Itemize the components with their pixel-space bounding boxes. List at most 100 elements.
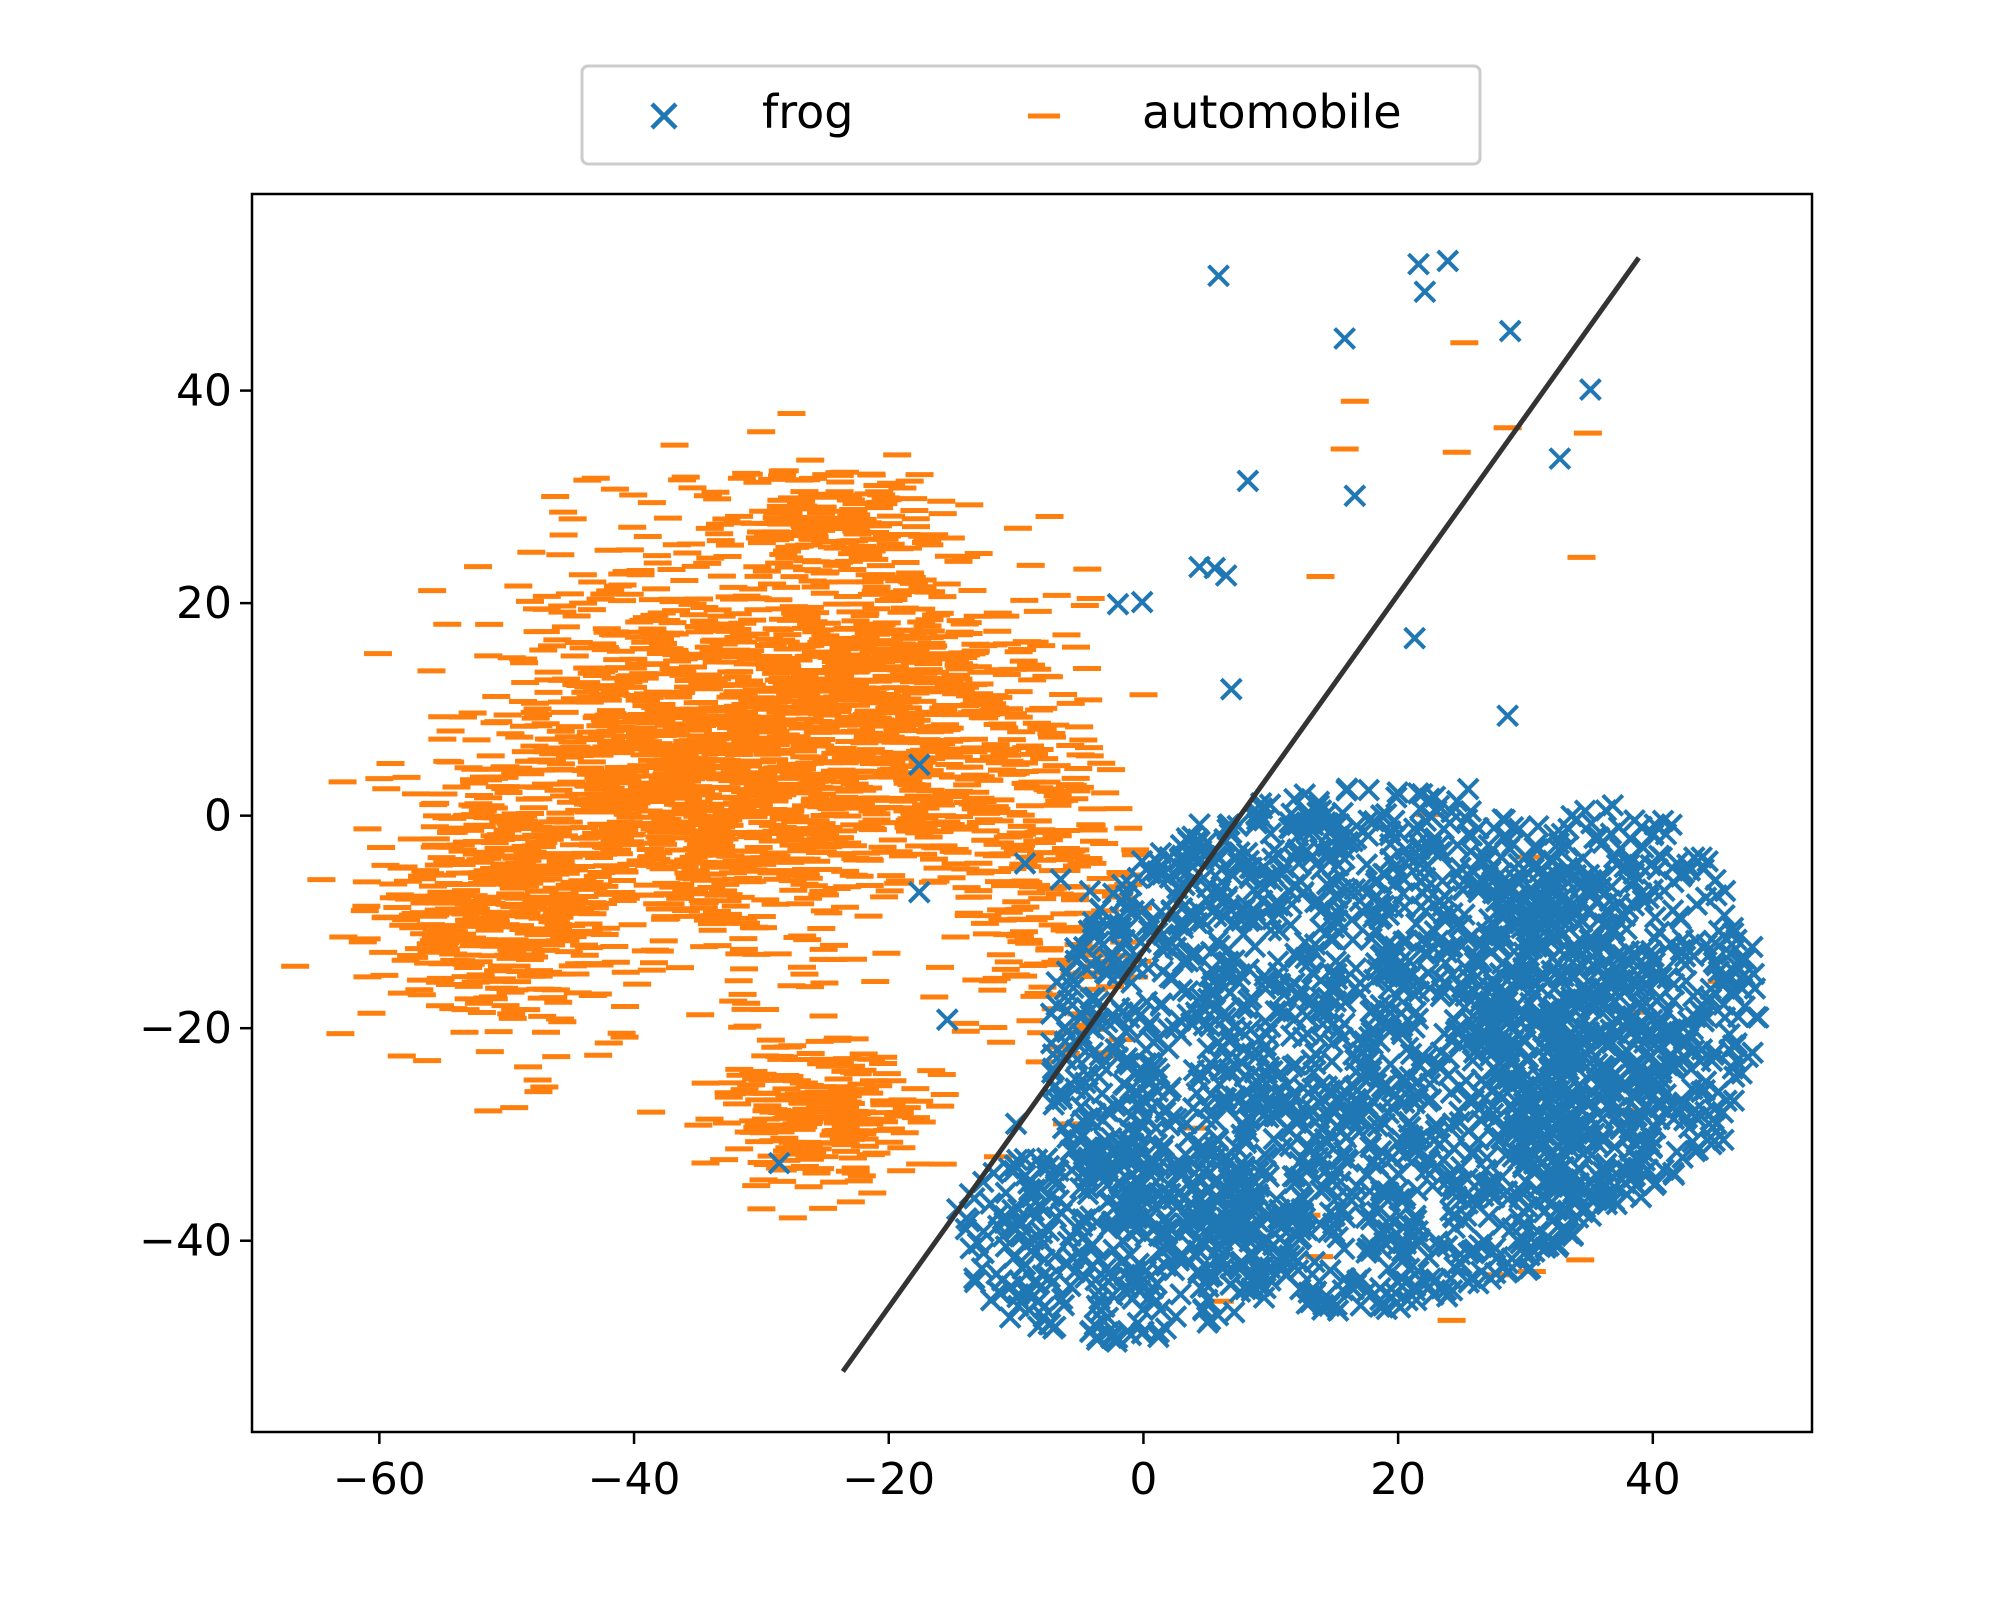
- frog-point: [1258, 1015, 1282, 1039]
- frog-point: [1358, 1239, 1382, 1263]
- frog-point: [1379, 1146, 1403, 1170]
- frog-point: [1500, 1216, 1524, 1240]
- frog-point: [1254, 1160, 1278, 1183]
- frog-point: [1318, 1258, 1342, 1282]
- frog-point: [1350, 876, 1374, 900]
- frog-point: [1495, 1260, 1519, 1284]
- frog-point: [1395, 1069, 1419, 1093]
- frog-point: [1389, 1018, 1413, 1042]
- frog-point: [1540, 1230, 1564, 1254]
- frog-point: [1195, 1108, 1219, 1132]
- frog-point: [1407, 968, 1431, 992]
- frog-point: [1253, 977, 1277, 1001]
- frog-point: [1374, 934, 1398, 958]
- frog-point: [1314, 1284, 1338, 1308]
- frog-point: [1414, 1047, 1438, 1071]
- frog-point: [1259, 918, 1283, 942]
- frog-point: [1343, 976, 1367, 1000]
- frog-point: [1294, 1116, 1317, 1140]
- frog-point: [1406, 781, 1430, 805]
- frog-point: [1135, 913, 1159, 937]
- frog-point: [1357, 809, 1381, 833]
- frog-point: [1176, 979, 1200, 1003]
- frog-point: [1267, 919, 1291, 942]
- frog-point: [1453, 1210, 1476, 1234]
- frog-point: [1379, 847, 1403, 871]
- frog-point: [1447, 1100, 1471, 1124]
- frog-point: [1461, 1049, 1485, 1072]
- frog-point: [1426, 834, 1450, 858]
- frog-point: [1434, 951, 1457, 975]
- frog-point: [1459, 1188, 1483, 1212]
- frog-point: [1314, 1158, 1338, 1182]
- frog-point: [1113, 928, 1136, 952]
- frog-point: [1331, 1198, 1355, 1222]
- frog-point: [1440, 935, 1464, 958]
- frog-point: [1191, 909, 1215, 933]
- frog-point: [1384, 785, 1408, 809]
- frog-point: [1422, 1129, 1446, 1152]
- frog-point: [1357, 778, 1381, 802]
- frog-point: [1441, 1204, 1465, 1228]
- frog-point: [1308, 837, 1332, 861]
- frog-point: [1493, 823, 1517, 847]
- frog-point: [1110, 890, 1134, 913]
- frog-point: [1279, 913, 1303, 937]
- frog-point: [1134, 1105, 1158, 1129]
- frog-point: [1334, 990, 1357, 1014]
- frog-point: [1058, 966, 1082, 990]
- frog-point: [1194, 887, 1218, 911]
- frog-point: [1095, 1010, 1119, 1034]
- frog-point: [1343, 877, 1367, 901]
- frog-point: [1398, 1115, 1422, 1139]
- frog-point: [1418, 1275, 1441, 1299]
- frog-point: [1157, 845, 1181, 869]
- frog-point: [1041, 1057, 1065, 1081]
- frog-point: [1317, 1106, 1341, 1130]
- frog-point: [1424, 1053, 1448, 1077]
- frog-point: [1506, 1228, 1530, 1252]
- frog-point: [1281, 1082, 1305, 1106]
- frog-point: [1293, 782, 1317, 806]
- frog-point: [1438, 1199, 1462, 1222]
- frog-point: [1238, 866, 1262, 890]
- frog-point: [1200, 957, 1224, 981]
- series-automobile: [281, 340, 1736, 1323]
- frog-point: [1349, 1041, 1373, 1065]
- frog-point: [1330, 1146, 1354, 1170]
- frog-point: [1063, 936, 1087, 960]
- frog-point: [1359, 1115, 1383, 1139]
- frog-point: [1439, 1180, 1463, 1204]
- frog-point: [1291, 1201, 1315, 1225]
- frog-point: [1404, 912, 1428, 936]
- frog-point: [1233, 1064, 1257, 1088]
- frog-point: [1192, 1013, 1216, 1037]
- frog-point: [1399, 1042, 1423, 1066]
- frog-point: [1252, 876, 1276, 899]
- frog-point: [1152, 1134, 1176, 1158]
- scatter-layer: [281, 249, 1770, 1354]
- frog-point: [1367, 1065, 1390, 1089]
- frog-point: [1321, 1212, 1345, 1236]
- frog-point: [1466, 816, 1490, 840]
- frog-point: [1245, 811, 1269, 835]
- frog-point: [1251, 1068, 1274, 1092]
- frog-point: [1525, 1189, 1549, 1213]
- frog-point: [1396, 1036, 1420, 1060]
- frog-point: [1526, 1220, 1550, 1244]
- frog-point: [1232, 853, 1256, 877]
- frog-point: [1283, 942, 1307, 966]
- frog-point: [1053, 978, 1077, 1001]
- frog-point: [1318, 821, 1341, 845]
- frog-point: [1467, 1271, 1490, 1295]
- frog-point: [1164, 885, 1188, 909]
- frog-point: [1303, 940, 1327, 964]
- frog-point: [1475, 921, 1499, 944]
- frog-point: [1311, 1012, 1335, 1036]
- frog-point: [1291, 1026, 1315, 1049]
- frog-point: [1401, 981, 1425, 1005]
- frog-point: [1267, 999, 1291, 1023]
- frog-point: [1532, 1200, 1556, 1224]
- frog-point: [1534, 1171, 1558, 1195]
- frog-point: [1097, 1100, 1121, 1123]
